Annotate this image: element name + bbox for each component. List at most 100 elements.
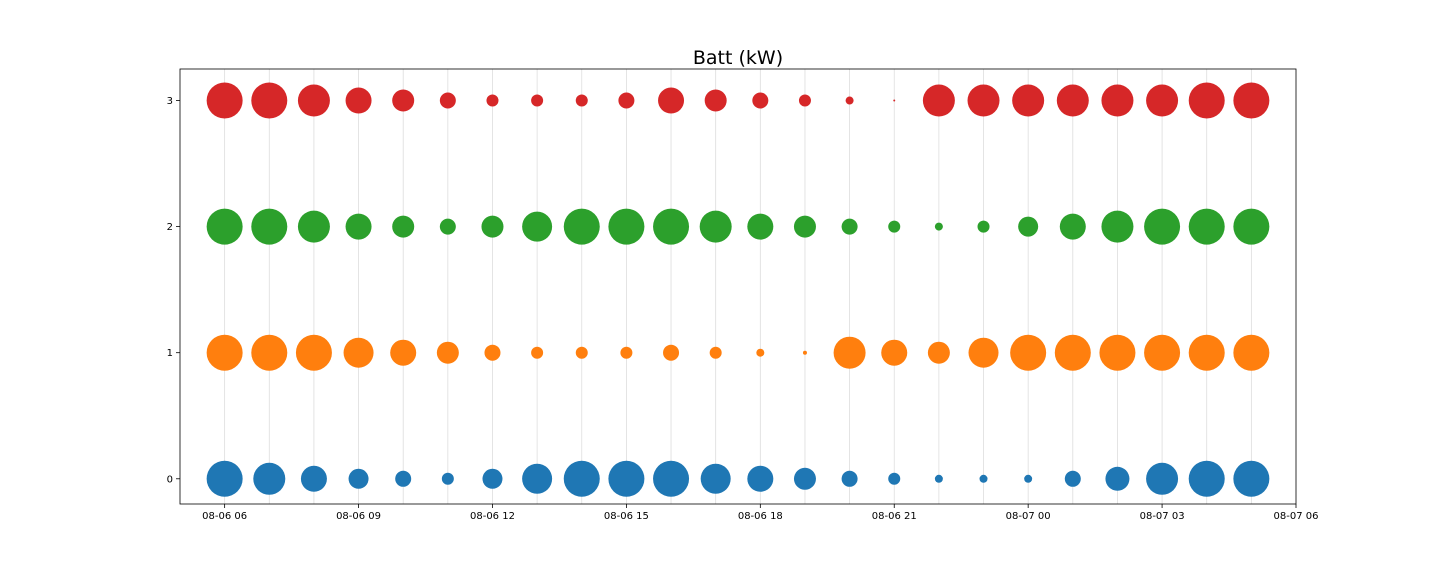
data-point bbox=[1233, 208, 1270, 245]
data-point bbox=[798, 94, 811, 107]
data-point bbox=[436, 341, 459, 364]
data-point bbox=[793, 467, 816, 490]
data-point bbox=[888, 220, 901, 233]
data-point bbox=[253, 462, 286, 495]
data-point bbox=[752, 92, 769, 109]
plot-frame bbox=[179, 68, 1297, 505]
data-point bbox=[618, 92, 635, 109]
data-point bbox=[439, 92, 456, 109]
data-point bbox=[888, 472, 901, 485]
data-point bbox=[1099, 334, 1136, 371]
data-point bbox=[297, 84, 330, 117]
data-point bbox=[297, 210, 330, 243]
x-tick-label: 08-06 15 bbox=[604, 511, 649, 522]
y-tick-label: 3 bbox=[167, 96, 173, 107]
data-point bbox=[1018, 216, 1039, 237]
data-point bbox=[1188, 334, 1225, 371]
data-point bbox=[658, 87, 685, 114]
data-point bbox=[439, 218, 456, 235]
data-point bbox=[1054, 334, 1091, 371]
data-point bbox=[1188, 460, 1225, 497]
data-point bbox=[747, 465, 774, 492]
data-point bbox=[300, 465, 327, 492]
data-point bbox=[1105, 466, 1130, 491]
data-point bbox=[1144, 334, 1181, 371]
data-point bbox=[756, 348, 765, 357]
data-point bbox=[977, 220, 990, 233]
x-tick-label: 08-06 18 bbox=[738, 511, 783, 522]
data-point bbox=[833, 336, 866, 369]
data-point bbox=[206, 334, 243, 371]
data-point bbox=[608, 208, 645, 245]
x-tick-label: 08-07 03 bbox=[1140, 511, 1185, 522]
data-point bbox=[699, 210, 732, 243]
data-point bbox=[841, 218, 858, 235]
data-point bbox=[1188, 208, 1225, 245]
data-point bbox=[1146, 462, 1179, 495]
data-point bbox=[1233, 334, 1270, 371]
data-point bbox=[1146, 84, 1179, 117]
data-point bbox=[1233, 460, 1270, 497]
data-point bbox=[1101, 84, 1134, 117]
data-point bbox=[620, 346, 633, 359]
data-point bbox=[392, 215, 415, 238]
data-point bbox=[922, 84, 955, 117]
data-point bbox=[653, 460, 690, 497]
data-point bbox=[704, 89, 727, 112]
x-tick-label: 08-06 12 bbox=[470, 511, 515, 522]
y-tick-label: 2 bbox=[167, 222, 173, 233]
data-point bbox=[441, 472, 454, 485]
data-point bbox=[1101, 210, 1134, 243]
data-point bbox=[663, 344, 680, 361]
data-point bbox=[802, 350, 807, 355]
data-point bbox=[343, 337, 374, 368]
data-point bbox=[1010, 334, 1047, 371]
data-point bbox=[1144, 208, 1181, 245]
x-tick-label: 08-07 06 bbox=[1274, 511, 1319, 522]
data-point bbox=[563, 208, 600, 245]
data-point bbox=[482, 468, 503, 489]
x-tick-label: 08-06 09 bbox=[336, 511, 381, 522]
data-point bbox=[967, 84, 1000, 117]
data-point bbox=[206, 460, 243, 497]
data-point bbox=[522, 211, 553, 242]
x-tick-label: 08-06 06 bbox=[202, 511, 247, 522]
x-tick-label: 08-06 21 bbox=[872, 511, 917, 522]
y-tick-label: 1 bbox=[167, 348, 173, 359]
data-point bbox=[345, 87, 372, 114]
data-point bbox=[793, 215, 816, 238]
plot-points bbox=[206, 82, 1270, 497]
data-point bbox=[531, 346, 544, 359]
data-point bbox=[251, 82, 288, 119]
data-point bbox=[841, 470, 858, 487]
y-tick-label: 0 bbox=[167, 474, 173, 485]
data-point bbox=[1233, 82, 1270, 119]
data-point bbox=[390, 339, 417, 366]
data-point bbox=[392, 89, 415, 112]
data-point bbox=[575, 346, 588, 359]
data-point bbox=[481, 215, 504, 238]
data-point bbox=[1056, 84, 1089, 117]
data-point bbox=[395, 470, 412, 487]
x-axis: 08-06 06 08-06 09 08-06 12 08-06 15 08-06 18… bbox=[202, 504, 1318, 522]
data-point bbox=[206, 82, 243, 119]
data-point bbox=[747, 213, 774, 240]
data-point bbox=[1059, 213, 1086, 240]
data-point bbox=[881, 339, 908, 366]
data-point bbox=[484, 344, 501, 361]
data-point bbox=[608, 460, 645, 497]
data-point bbox=[486, 94, 499, 107]
data-point bbox=[1064, 470, 1081, 487]
y-axis: 0 1 2 3 bbox=[167, 96, 180, 485]
data-point bbox=[653, 208, 690, 245]
data-point bbox=[563, 460, 600, 497]
data-point bbox=[348, 468, 369, 489]
data-point bbox=[968, 337, 999, 368]
data-point bbox=[893, 99, 896, 102]
data-point bbox=[345, 213, 372, 240]
data-point bbox=[522, 463, 553, 494]
data-point bbox=[709, 346, 722, 359]
data-point bbox=[251, 334, 288, 371]
data-point bbox=[934, 222, 943, 231]
